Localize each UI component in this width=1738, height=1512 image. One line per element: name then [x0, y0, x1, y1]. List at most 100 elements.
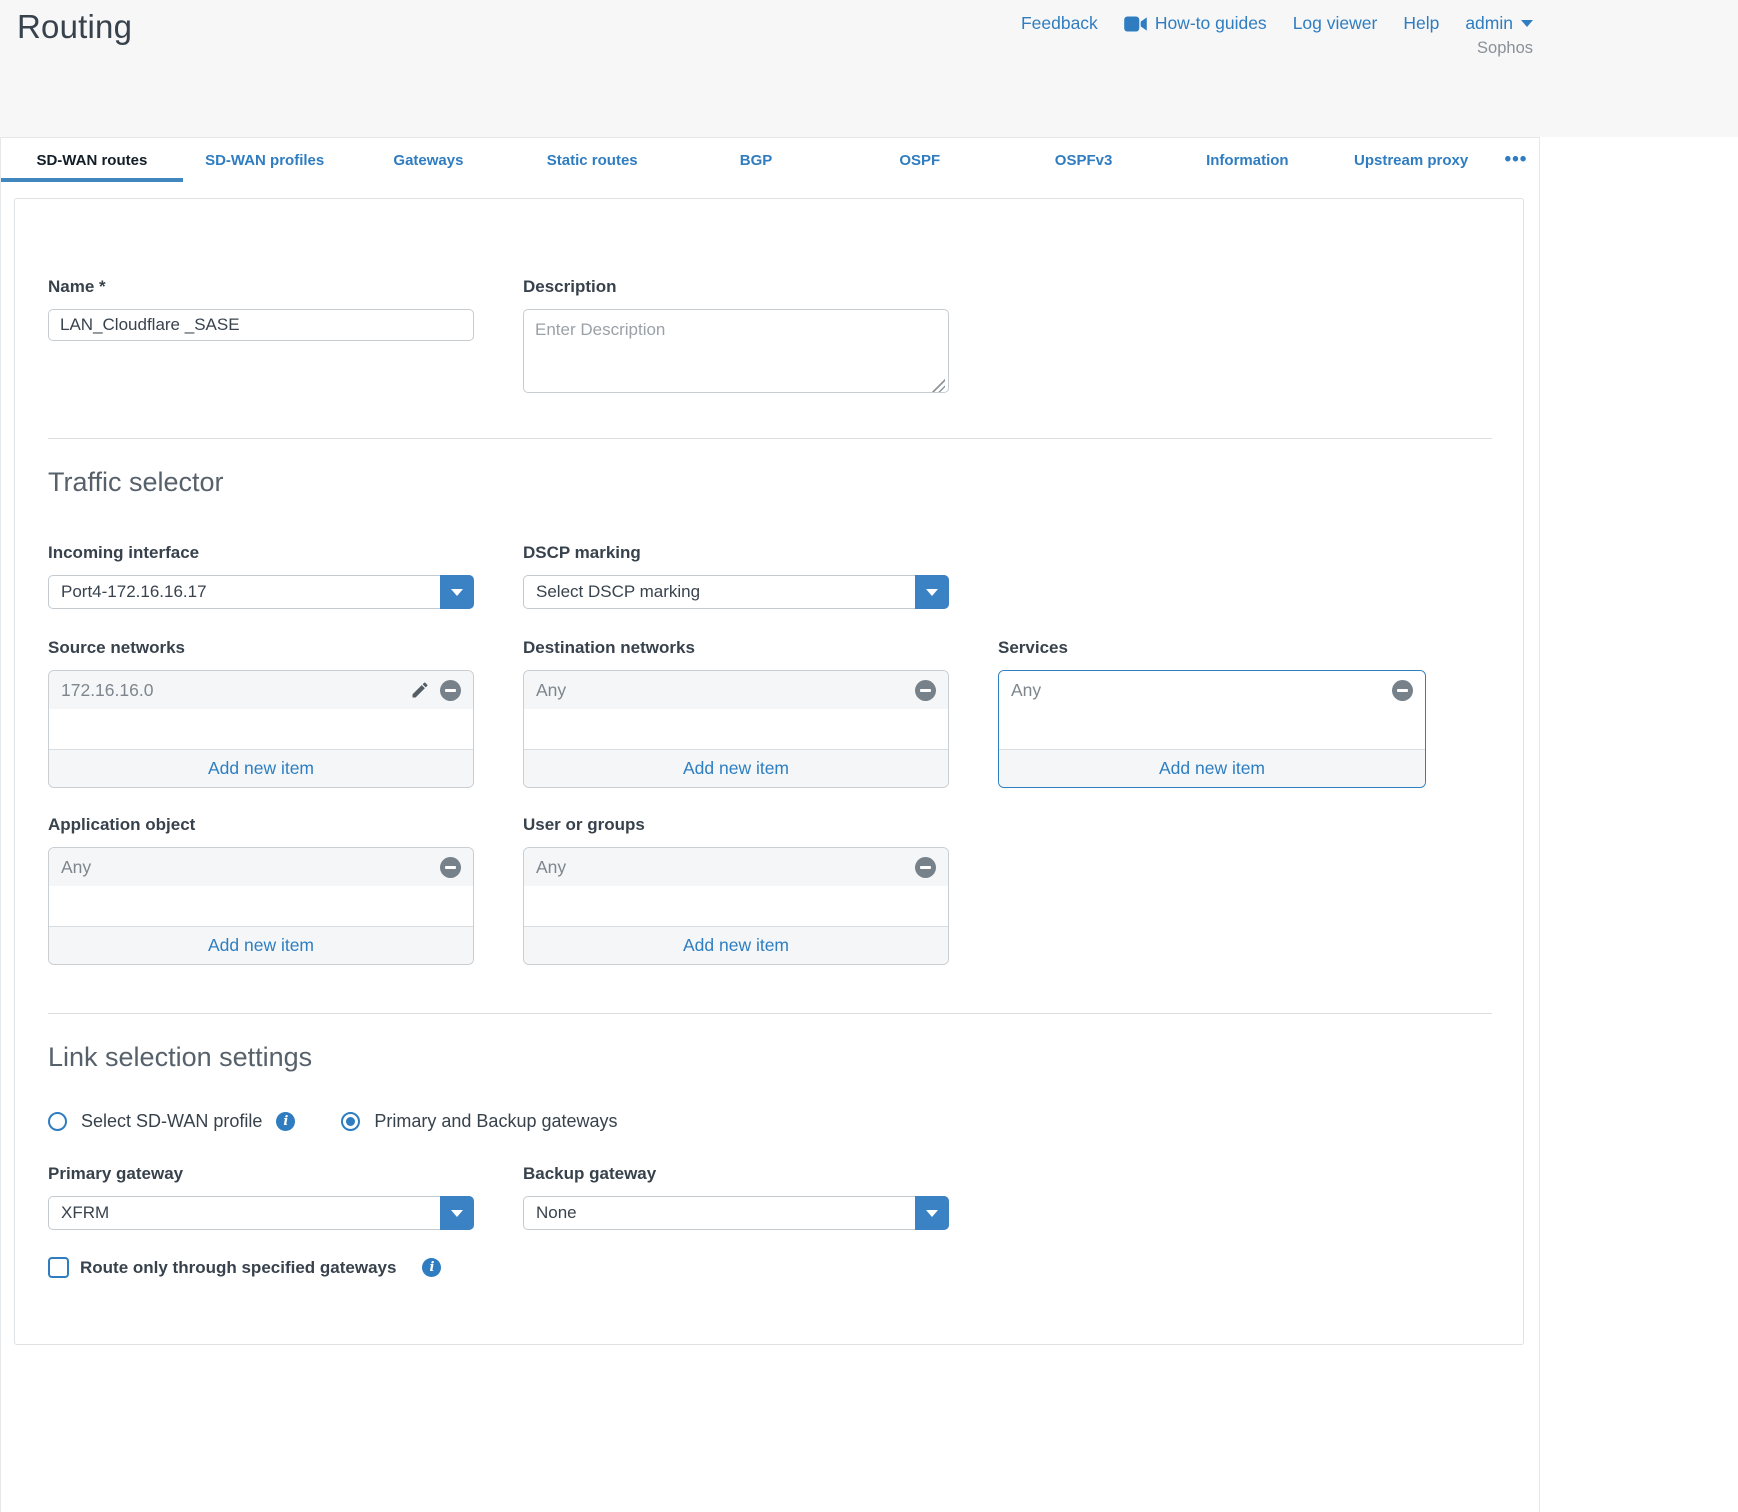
triangle-glyph	[926, 588, 938, 596]
backup-gateway-field: Backup gateway None	[523, 1164, 949, 1230]
info-icon[interactable]	[276, 1112, 296, 1131]
backup-gateway-value: None	[536, 1203, 577, 1222]
incoming-interface-field: Incoming interface Port4-172.16.16.17	[48, 543, 474, 609]
page-header: Routing Feedback How-to guides Log viewe…	[0, 0, 1738, 137]
gateway-mode-radio-group: Select SD-WAN profile Primary and Backup…	[48, 1111, 1490, 1132]
destination-networks-label: Destination networks	[523, 638, 695, 657]
admin-menu[interactable]: admin	[1465, 13, 1533, 34]
add-new-item-button[interactable]: Add new item	[524, 926, 948, 964]
list-item-actions	[915, 679, 936, 701]
route-form-panel: Name * Description Traffic selector Inco…	[14, 198, 1524, 1345]
chevron-down-icon[interactable]	[440, 575, 474, 609]
list-item[interactable]: Any	[524, 671, 948, 709]
networks-services-row: Source networks 172.16.16.0	[48, 638, 1490, 788]
list-item-label: Any	[536, 856, 567, 877]
list-item[interactable]: 172.16.16.0	[49, 671, 473, 709]
primary-gateway-field: Primary gateway XFRM	[48, 1164, 474, 1230]
list-item[interactable]: Any	[999, 671, 1425, 709]
info-icon[interactable]	[422, 1258, 442, 1277]
more-tabs-icon[interactable]: •••	[1504, 149, 1528, 170]
description-textarea-wrap	[523, 309, 949, 398]
list-item-label: 172.16.16.0	[61, 679, 154, 700]
name-description-row: Name * Description	[48, 277, 1490, 398]
list-item-actions	[440, 856, 461, 878]
route-only-checkbox[interactable]	[48, 1257, 69, 1278]
backup-gateway-label: Backup gateway	[523, 1164, 657, 1183]
tab-ospf[interactable]: OSPF	[899, 151, 941, 169]
list-item-label: Any	[61, 856, 92, 877]
remove-icon[interactable]	[915, 856, 936, 878]
link-selection-heading: Link selection settings	[48, 1042, 313, 1072]
source-networks-listbox: 172.16.16.0 Add new item	[48, 670, 474, 788]
add-new-item-button[interactable]: Add new item	[49, 749, 473, 787]
tab-gateways[interactable]: Gateways	[393, 151, 464, 169]
triangle-glyph	[451, 1209, 463, 1217]
services-listbox: Any Add new item	[998, 670, 1426, 788]
route-only-checkbox-label: Route only through specified gateways	[80, 1257, 397, 1277]
sdwan-profile-radio[interactable]	[48, 1112, 67, 1131]
add-new-item-button[interactable]: Add new item	[999, 749, 1425, 787]
primary-gateway-label: Primary gateway	[48, 1164, 184, 1183]
tab-sdwan-routes[interactable]: SD-WAN routes	[1, 138, 183, 182]
help-label: Help	[1403, 13, 1440, 33]
list-item-actions	[915, 856, 936, 878]
incoming-interface-select[interactable]: Port4-172.16.16.17	[48, 575, 474, 609]
gateway-selects-row: Primary gateway XFRM Backup gateway None	[48, 1164, 1490, 1230]
user-or-groups-field: User or groups Any Add new item	[523, 815, 949, 965]
tab-bgp[interactable]: BGP	[739, 151, 773, 169]
tab-information[interactable]: Information	[1206, 151, 1289, 169]
name-label-text: Name	[48, 277, 95, 296]
chevron-down-icon[interactable]	[440, 1196, 474, 1230]
feedback-link[interactable]: Feedback	[1021, 13, 1098, 34]
feedback-link-label: Feedback	[1020, 13, 1098, 33]
divider	[48, 438, 1492, 439]
application-object-label: Application object	[48, 815, 196, 834]
tab-sdwan-profiles[interactable]: SD-WAN profiles	[205, 151, 325, 169]
name-field: Name *	[48, 277, 474, 341]
chevron-down-icon[interactable]	[915, 1196, 949, 1230]
tab-upstream-proxy[interactable]: Upstream proxy	[1354, 151, 1469, 169]
description-textarea[interactable]	[523, 309, 949, 393]
user-or-groups-label: User or groups	[523, 815, 645, 834]
edit-icon[interactable]	[410, 680, 430, 700]
listbox-spacer	[49, 709, 473, 749]
admin-menu-label: admin	[1465, 13, 1513, 33]
name-input[interactable]	[48, 309, 474, 341]
destination-networks-listbox: Any Add new item	[523, 670, 949, 788]
traffic-selector-heading: Traffic selector	[48, 467, 224, 497]
application-object-listbox: Any Add new item	[48, 847, 474, 965]
dscp-marking-select[interactable]: Select DSCP marking	[523, 575, 949, 609]
chevron-down-icon[interactable]	[915, 575, 949, 609]
help-link[interactable]: Help	[1403, 13, 1439, 34]
brand-label: Sophos	[1477, 39, 1533, 57]
description-label: Description	[523, 277, 617, 296]
remove-icon[interactable]	[440, 856, 461, 878]
list-item-label: Any	[536, 679, 567, 700]
chevron-down-icon	[1521, 20, 1533, 27]
listbox-spacer	[524, 886, 948, 926]
primary-gateway-select[interactable]: XFRM	[48, 1196, 474, 1230]
tab-static-routes[interactable]: Static routes	[546, 151, 638, 169]
remove-icon[interactable]	[915, 679, 936, 701]
add-new-item-button[interactable]: Add new item	[524, 749, 948, 787]
dscp-marking-label: DSCP marking	[523, 543, 641, 562]
add-new-item-button[interactable]: Add new item	[49, 926, 473, 964]
primary-gateway-value: XFRM	[61, 1203, 110, 1222]
list-item[interactable]: Any	[49, 848, 473, 886]
howto-guides-link[interactable]: How-to guides	[1124, 13, 1267, 34]
remove-icon[interactable]	[440, 679, 461, 701]
name-label: Name *	[48, 277, 474, 297]
application-object-field: Application object Any Add new item	[48, 815, 474, 965]
tab-ospfv3[interactable]: OSPFv3	[1054, 151, 1113, 169]
howto-guides-label: How-to guides	[1154, 13, 1267, 33]
remove-icon[interactable]	[1392, 679, 1413, 701]
dscp-marking-value: Select DSCP marking	[536, 582, 701, 601]
listbox-spacer	[999, 709, 1425, 749]
incoming-interface-value: Port4-172.16.16.17	[61, 582, 207, 601]
listbox-spacer	[49, 886, 473, 926]
log-viewer-link[interactable]: Log viewer	[1293, 13, 1378, 34]
backup-gateway-select[interactable]: None	[523, 1196, 949, 1230]
primary-backup-radio[interactable]	[341, 1112, 361, 1131]
list-item[interactable]: Any	[524, 848, 948, 886]
